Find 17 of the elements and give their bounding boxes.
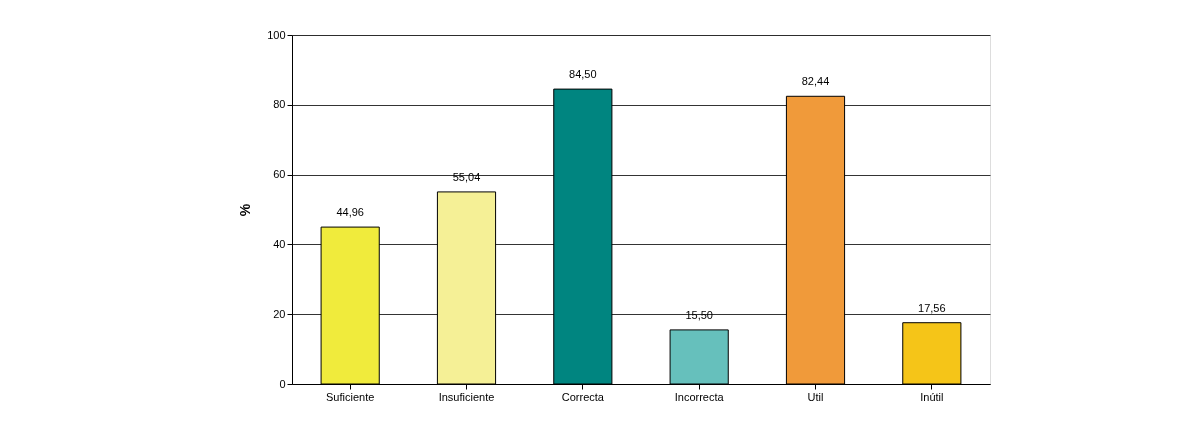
data-label: 82,44 — [801, 75, 830, 88]
x-tick-label: Inútil — [920, 390, 944, 403]
data-label: 84,50 — [569, 68, 597, 81]
data-label: 44,96 — [336, 206, 364, 219]
x-tick-label: Incorrecta — [674, 390, 725, 403]
x-tick-label: Insuficiente — [438, 390, 495, 403]
y-tick-label: 60 — [273, 168, 286, 181]
y-tick-label: 0 — [279, 377, 286, 390]
y-tick-label: 80 — [273, 98, 286, 111]
y-tick-label: 20 — [273, 307, 286, 320]
y-axis-title: % — [237, 203, 254, 217]
x-tick-label: Suficiente — [326, 390, 375, 403]
y-tick-label: 40 — [273, 237, 286, 250]
y-tick-label: 100 — [267, 28, 286, 41]
x-tick-label: Correcta — [561, 390, 605, 403]
data-label: 17,56 — [918, 301, 946, 314]
x-tick-label: Util — [807, 390, 824, 403]
